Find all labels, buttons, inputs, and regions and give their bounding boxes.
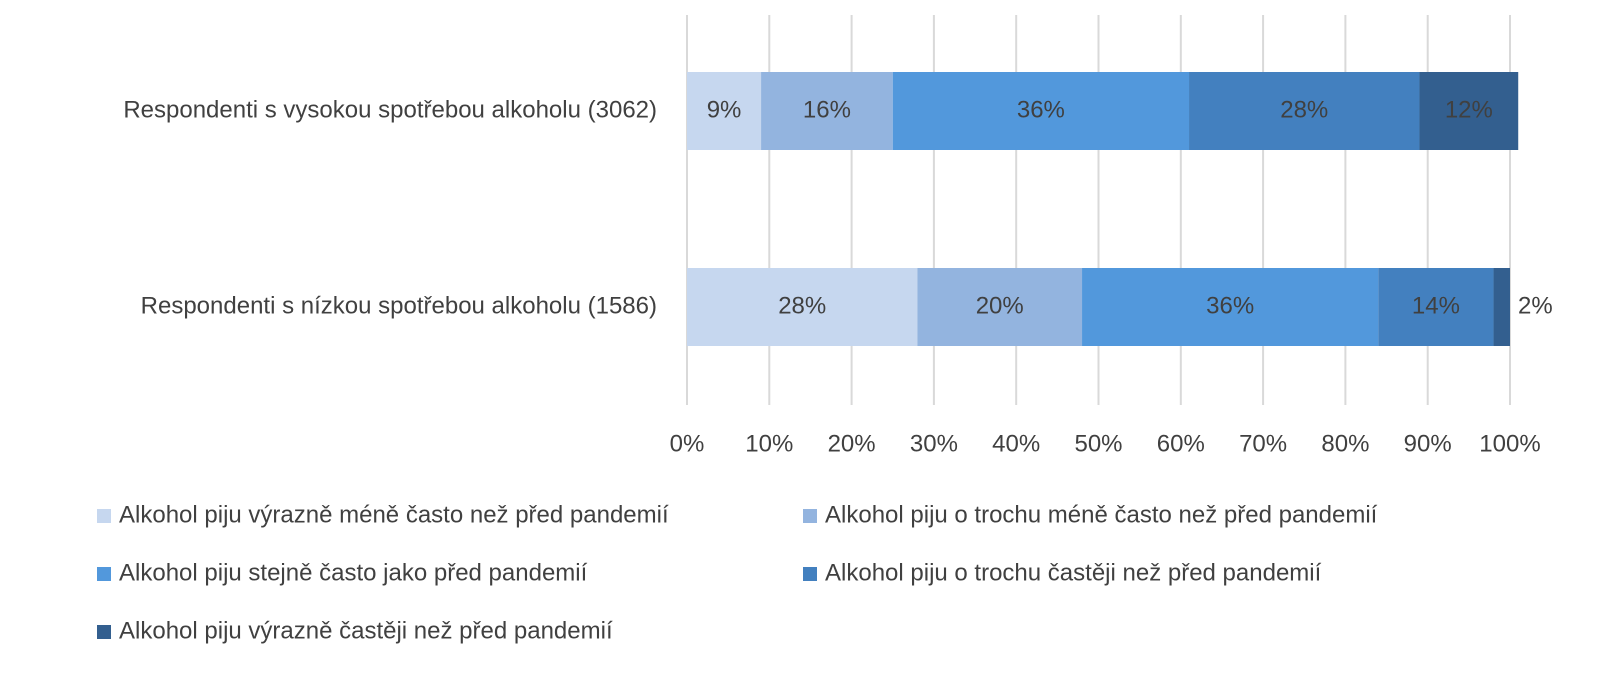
x-tick-label: 0% xyxy=(670,430,705,457)
legend-label: Alkohol piju o trochu méně často než pře… xyxy=(825,501,1378,528)
legend-label: Alkohol piju výrazně častěji než před pa… xyxy=(119,617,613,644)
bar-segment xyxy=(687,268,918,346)
bar-segment xyxy=(917,268,1083,346)
x-tick-label: 80% xyxy=(1321,430,1369,457)
bar-segment xyxy=(1419,72,1519,150)
legend-marker xyxy=(97,509,111,523)
x-tick-label: 60% xyxy=(1157,430,1205,457)
data-label: 28% xyxy=(1280,96,1328,123)
data-label: 16% xyxy=(803,96,851,123)
legend-label: Alkohol piju o trochu častěji než před p… xyxy=(825,559,1322,586)
legend-marker xyxy=(97,625,111,639)
x-tick-label: 70% xyxy=(1239,430,1287,457)
legend-label: Alkohol piju výrazně méně často než před… xyxy=(119,501,669,528)
legend-marker xyxy=(97,567,111,581)
legend-label: Alkohol piju stejně často jako před pand… xyxy=(119,559,588,586)
category-label: Respondenti s nízkou spotřebou alkoholu … xyxy=(141,292,657,319)
bar-segment xyxy=(687,72,762,150)
bar-segment xyxy=(1189,72,1420,150)
x-tick-label: 100% xyxy=(1479,430,1540,457)
data-label: 28% xyxy=(778,292,826,319)
data-label: 2% xyxy=(1518,292,1553,319)
data-label: 36% xyxy=(1017,96,1065,123)
data-label: 36% xyxy=(1206,292,1254,319)
x-tick-label: 40% xyxy=(992,430,1040,457)
data-label: 14% xyxy=(1412,292,1460,319)
legend-marker xyxy=(803,509,817,523)
bar-segment xyxy=(1378,268,1494,346)
data-label: 20% xyxy=(976,292,1024,319)
x-tick-label: 50% xyxy=(1074,430,1122,457)
x-tick-label: 30% xyxy=(910,430,958,457)
data-label: 12% xyxy=(1445,96,1493,123)
bar-segment xyxy=(1082,268,1379,346)
data-label: 9% xyxy=(707,96,742,123)
x-tick-label: 10% xyxy=(745,430,793,457)
bar-segment xyxy=(892,72,1190,150)
bar-segment xyxy=(761,72,893,150)
x-tick-label: 90% xyxy=(1404,430,1452,457)
category-label: Respondenti s vysokou spotřebou alkoholu… xyxy=(123,96,657,123)
bar-segment xyxy=(1493,268,1510,346)
x-tick-label: 20% xyxy=(828,430,876,457)
legend-marker xyxy=(803,567,817,581)
